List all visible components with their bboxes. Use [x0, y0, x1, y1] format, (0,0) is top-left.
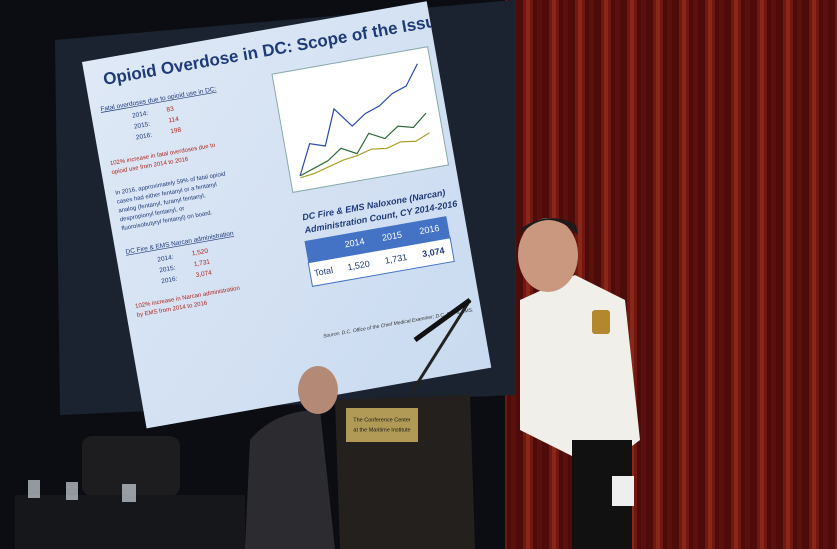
id-badge — [612, 476, 634, 506]
podium-sign-text: The Conference Center — [353, 417, 411, 423]
seated-man-head — [298, 366, 338, 414]
glass — [28, 480, 40, 498]
speaker-head — [518, 218, 578, 292]
shoulder-patch — [592, 310, 610, 334]
podium-sign — [346, 408, 418, 442]
photo: Opioid Overdose in DC: Scope of the Issu… — [0, 0, 837, 549]
podium-sign-text: at the Maritime Institute — [353, 427, 410, 433]
glass — [122, 484, 136, 502]
glass — [66, 482, 78, 500]
table — [15, 495, 245, 549]
